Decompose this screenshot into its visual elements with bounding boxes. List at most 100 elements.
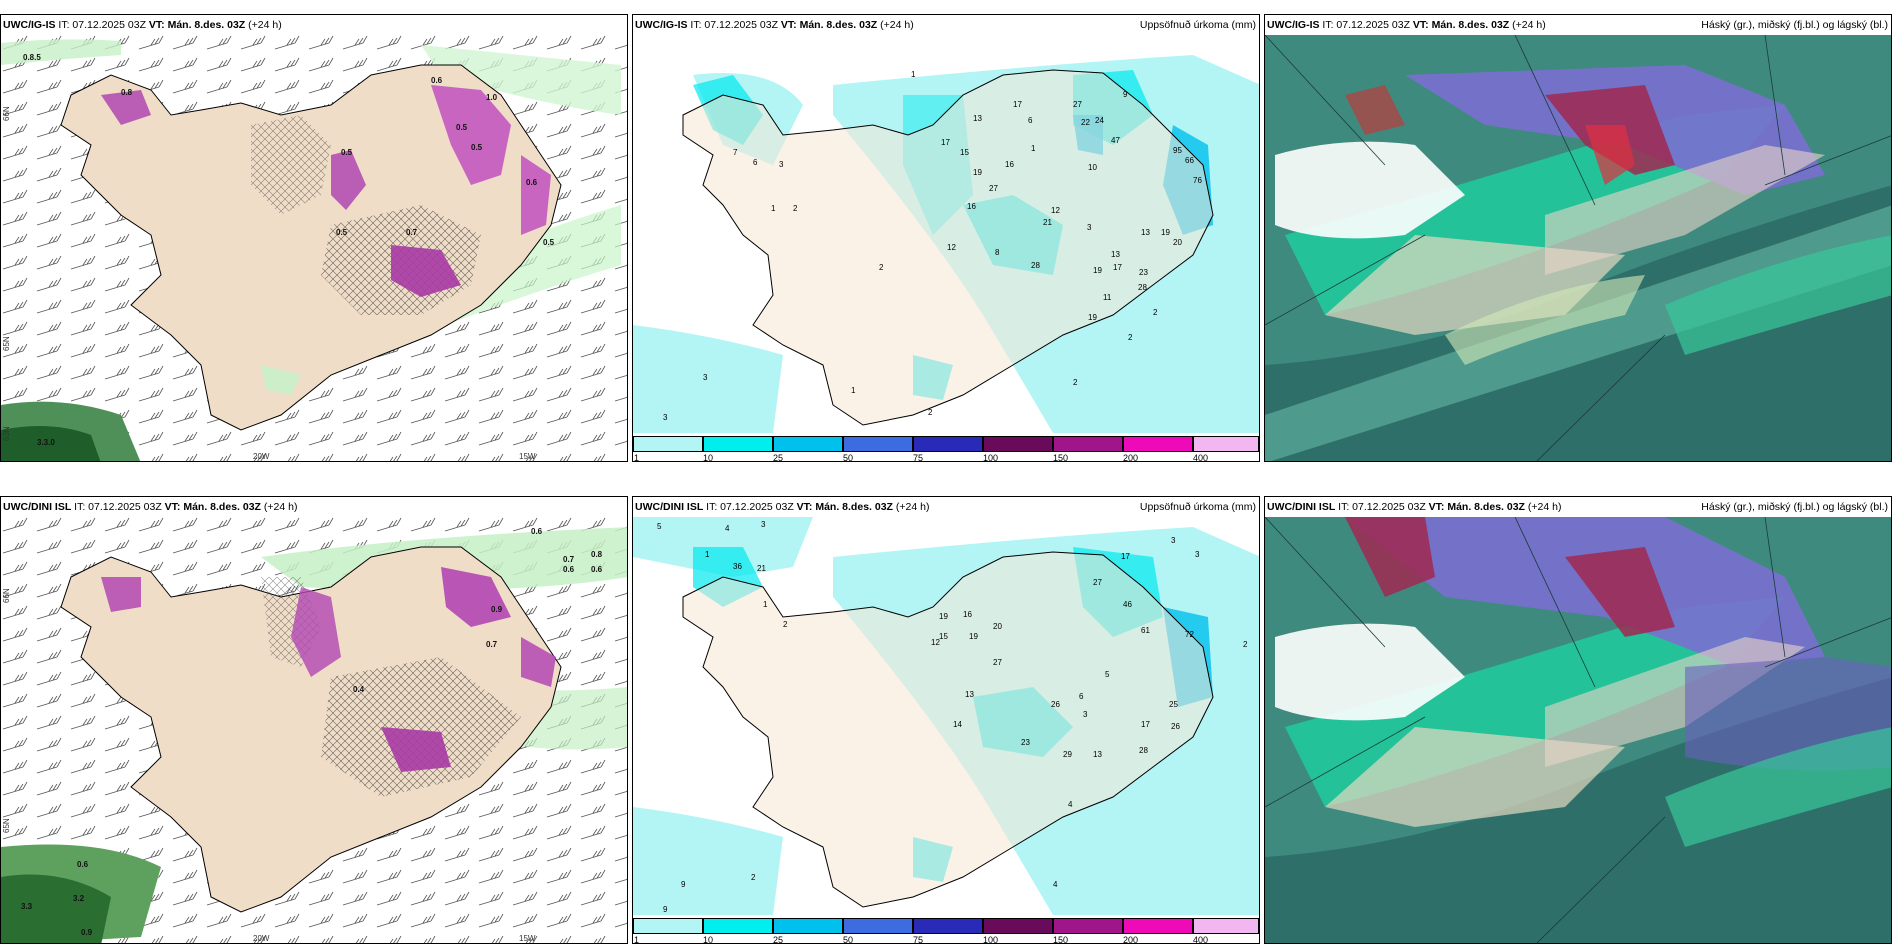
svg-text:19: 19 [969,632,978,641]
field-title: Háský (gr.), miðský (fj.bl.) og lágský (… [1701,19,1888,31]
panel-top-right-clouds: UWC/IG-IS IT: 07.12.2025 03Z VT: Mán. 8.… [1264,14,1892,462]
lead-time: (+24 h) [895,501,930,513]
svg-text:0.7: 0.7 [406,228,418,237]
precip-colorbar: 1 10 25 50 75 100 150 200 400 [633,433,1259,462]
colorbar-tick: 400 [1193,935,1209,944]
svg-text:5: 5 [1105,670,1110,679]
svg-text:4: 4 [1053,880,1058,889]
svg-text:10: 10 [1088,163,1097,172]
colorbar-swatch [773,436,843,452]
svg-text:46: 46 [1123,600,1132,609]
svg-text:65N: 65N [2,336,11,351]
svg-text:95: 95 [1173,146,1182,155]
svg-text:3.2: 3.2 [73,894,85,903]
init-time: IT: 07.12.2025 03Z [74,501,162,513]
svg-text:36: 36 [733,562,742,571]
colorbar-swatch [1053,918,1123,934]
svg-text:3: 3 [663,413,668,422]
model-name: UWC/DINI ISL [3,501,72,513]
svg-text:28: 28 [1138,283,1147,292]
colorbar-tick: 50 [843,453,854,462]
init-time: IT: 07.12.2025 03Z [58,19,146,31]
svg-text:15W: 15W [519,934,536,943]
svg-text:20: 20 [993,622,1002,631]
svg-text:0.6: 0.6 [591,565,603,574]
svg-text:0.7: 0.7 [486,640,498,649]
panel-top-mid-precip: UWC/IG-IS IT: 07.12.2025 03Z VT: Mán. 8.… [632,14,1260,462]
colorbar-swatch [633,436,703,452]
vt-label: VT: [148,19,165,31]
svg-text:63N: 63N [2,426,11,441]
svg-text:9: 9 [681,880,686,889]
svg-text:6: 6 [1028,116,1033,125]
svg-text:3: 3 [761,520,766,529]
svg-text:20: 20 [1173,238,1182,247]
panel-bot-left-wind-snow: UWC/DINI ISL IT: 07.12.2025 03Z VT: Mán.… [0,496,628,944]
svg-text:13: 13 [973,114,982,123]
svg-text:14: 14 [953,720,962,729]
svg-text:19: 19 [1161,228,1170,237]
colorbar-tick: 75 [913,453,924,462]
init-time: IT: 07.12.2025 03Z [690,19,778,31]
svg-text:1: 1 [851,386,856,395]
colorbar-swatch [843,918,913,934]
svg-text:0.5: 0.5 [543,238,555,247]
init-time: IT: 07.12.2025 03Z [1322,19,1410,31]
svg-text:2: 2 [879,263,884,272]
lead-time: (+24 h) [248,19,282,31]
svg-text:6: 6 [753,158,758,167]
svg-text:19: 19 [1093,266,1102,275]
colorbar-swatch [983,918,1053,934]
colorbar-swatch [1193,918,1259,934]
valid-time: Mán. 8.des. 03Z [1431,19,1510,31]
svg-text:9: 9 [663,905,668,914]
svg-text:66N: 66N [2,106,11,121]
svg-text:12: 12 [947,243,956,252]
svg-text:2: 2 [1128,333,1133,342]
model-name: UWC/IG-IS [1267,19,1320,31]
svg-text:17: 17 [1013,100,1022,109]
svg-text:23: 23 [1139,268,1148,277]
colorbar-tick: 150 [1053,935,1069,944]
svg-text:7: 7 [733,148,738,157]
svg-text:66N: 66N [2,588,11,603]
svg-text:2: 2 [1073,378,1078,387]
colorbar-swatch [773,918,843,934]
colorbar-swatch [913,436,983,452]
colorbar-tick: 200 [1123,935,1139,944]
model-name: UWC/DINI ISL [1267,501,1336,513]
map-clouds [1265,35,1891,461]
svg-text:0.8: 0.8 [591,550,603,559]
svg-text:0.7: 0.7 [563,555,575,564]
colorbar-swatch [633,918,703,934]
svg-text:2: 2 [928,408,933,417]
model-name: UWC/DINI ISL [635,501,704,513]
colorbar-swatch [1193,436,1259,452]
svg-text:2: 2 [783,620,788,629]
svg-text:19: 19 [939,612,948,621]
svg-text:23: 23 [1021,738,1030,747]
panel-header: UWC/DINI ISL IT: 07.12.2025 03Z VT: Mán.… [1265,497,1891,517]
svg-text:2: 2 [793,204,798,213]
svg-text:1: 1 [771,204,776,213]
panel-header: UWC/IG-IS IT: 07.12.2025 03Z VT: Mán. 8.… [633,15,1259,35]
colorbar-tick: 1 [634,453,640,462]
svg-text:12: 12 [1051,206,1060,215]
colorbar-tick: 10 [703,935,714,944]
panel-header: UWC/IG-IS IT: 07.12.2025 03Z VT: Mán. 8.… [1265,15,1891,35]
colorbar-tick: 150 [1053,453,1069,462]
svg-text:13: 13 [1141,228,1150,237]
svg-text:1: 1 [1031,144,1036,153]
svg-text:27: 27 [993,658,1002,667]
svg-text:15: 15 [939,632,948,641]
svg-text:65N: 65N [2,818,11,833]
map-wind-snow: 0.6 0.7 0.8 0.6 0.6 0.9 0.7 0.4 0.6 3.3 … [1,517,627,943]
colorbar-tick: 25 [773,453,784,462]
svg-text:24: 24 [1095,116,1104,125]
svg-text:19: 19 [1088,313,1097,322]
svg-text:0.8.5: 0.8.5 [23,53,41,62]
map-wind-snow: 0.8.5 0.6 1.0 0.5 0.5 0.7 0.5 0.6 0.5 0.… [1,35,627,461]
svg-text:27: 27 [1093,578,1102,587]
svg-text:21: 21 [1043,218,1052,227]
svg-text:26: 26 [1171,722,1180,731]
